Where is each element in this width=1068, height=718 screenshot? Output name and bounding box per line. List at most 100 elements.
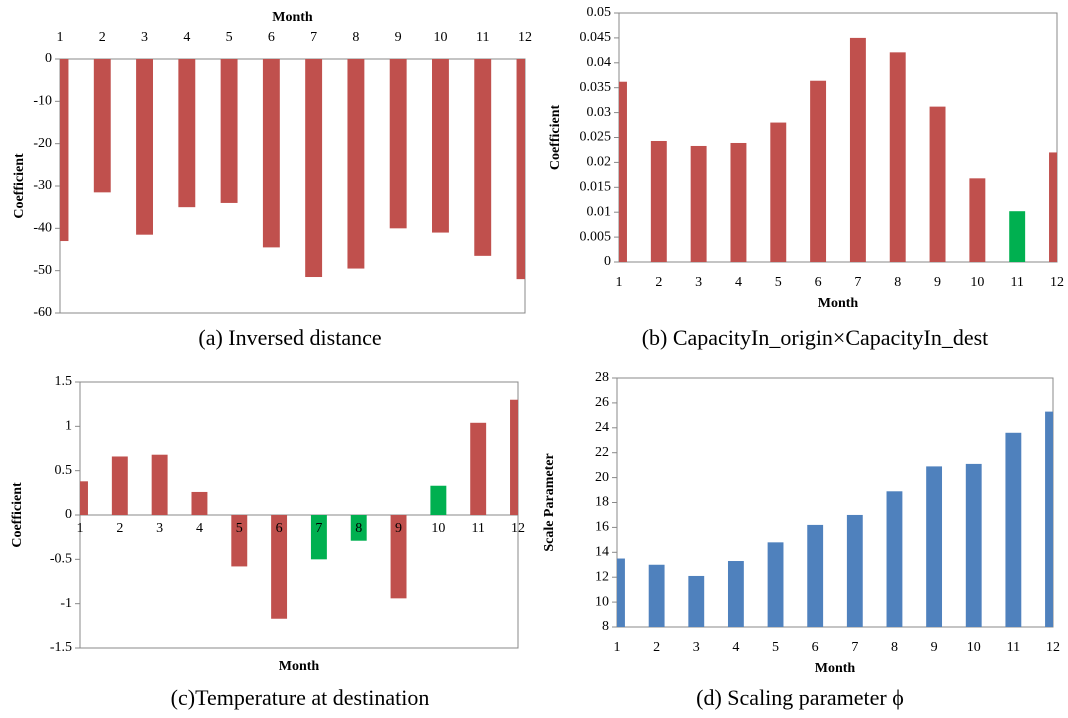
x-tick-label: 11 [471,521,484,536]
y-tick-label: -50 [33,263,52,278]
bar [262,59,280,248]
bar [730,142,747,262]
bar [271,515,288,619]
y-tick-label: 14 [595,545,609,560]
bar [305,59,323,278]
x-tick-label: 11 [476,30,489,45]
y-tick-label: -10 [33,94,52,109]
x-tick-label: 6 [276,521,283,536]
x-tick-label: 4 [183,30,190,45]
y-tick-label: -40 [33,221,52,236]
x-tick-label: 9 [931,640,938,655]
bar [770,122,787,262]
caption: (b) CapacityIn_origin×CapacityIn_dest [642,325,989,350]
x-tick-label: 1 [616,275,623,290]
y-tick-label: 16 [595,520,609,535]
y-tick-label: 0.04 [587,55,612,70]
bar [846,514,863,627]
bar [810,80,827,262]
bar [390,515,407,599]
plot-frame [59,58,526,314]
x-tick-label: 6 [815,275,822,290]
x-tick-label: 7 [851,640,858,655]
x-tick-label: 12 [511,521,525,536]
y-tick-label: 0.05 [587,5,612,20]
bar [191,491,208,515]
x-tick-label: 2 [655,275,662,290]
y-tick-label: 18 [595,495,609,510]
bar [617,558,625,627]
x-tick-label: 12 [1046,640,1060,655]
bar [510,399,518,515]
x-tick-label: 5 [775,275,782,290]
y-tick-label: 1.5 [55,374,73,389]
y-tick-label: -0.5 [50,552,72,567]
bar [926,466,943,627]
x-tick-label: 2 [116,521,123,536]
y-tick-label: 24 [595,420,609,435]
x-axis-title: Month [815,661,856,676]
y-tick-label: 0.005 [580,229,612,244]
y-tick-label: -30 [33,178,52,193]
bar [889,52,906,262]
x-tick-label: 8 [352,30,359,45]
y-tick-label: 0.025 [580,130,612,145]
y-tick-label: 22 [595,445,609,460]
plot-frame [618,12,1058,263]
bar [60,59,69,242]
bar [1009,211,1026,262]
x-tick-label: 9 [934,275,941,290]
caption: (d) Scaling parameter ϕ [696,685,904,710]
y-tick-label: 0.02 [587,155,612,170]
x-tick-label: 6 [812,640,819,655]
y-axis-title: Scale Parameter [542,453,557,551]
caption: (c)Temperature at destination [171,685,430,710]
y-tick-label: 20 [595,470,609,485]
bar [1049,152,1057,262]
x-tick-label: 7 [310,30,317,45]
x-tick-label: 3 [156,521,163,536]
bar [516,59,525,280]
x-tick-label: 9 [395,30,402,45]
bar [470,422,487,515]
plot-frame [616,377,1054,628]
y-tick-label: 0.015 [580,180,612,195]
x-tick-label: 3 [695,275,702,290]
bar [886,491,903,627]
x-tick-label: 8 [891,640,898,655]
bar [220,59,238,203]
x-tick-label: 11 [1007,640,1020,655]
y-tick-label: 10 [595,594,609,609]
y-axis-title: Coefficient [10,482,25,548]
bar [151,454,168,515]
x-tick-label: 8 [355,521,362,536]
x-axis-title: Month [818,296,859,311]
bar [310,515,327,560]
y-tick-label: 28 [595,370,609,385]
bar [727,561,744,627]
bar [690,145,707,262]
bar [80,481,88,515]
bar [619,81,627,262]
bar [807,524,824,627]
bar [650,140,667,262]
bar [1045,411,1053,627]
y-tick-label: 12 [595,569,609,584]
bar [688,575,705,627]
y-tick-label: 0.035 [580,80,612,95]
bar [849,37,866,262]
x-tick-label: 8 [894,275,901,290]
y-tick-label: 26 [595,395,609,410]
bar [965,463,982,627]
y-tick-label: 0.5 [55,463,73,478]
bar [474,59,492,256]
x-tick-label: 1 [57,30,64,45]
y-tick-label: 0 [45,51,52,66]
bar [231,515,248,567]
x-tick-label: 3 [693,640,700,655]
bar [178,59,196,208]
bar [969,178,986,262]
bar [432,59,449,233]
x-tick-label: 5 [772,640,779,655]
